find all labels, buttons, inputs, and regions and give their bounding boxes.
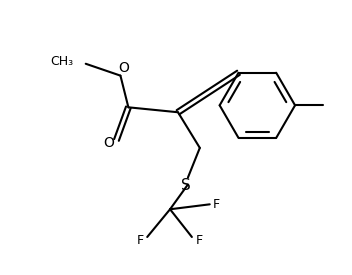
Text: F: F — [213, 198, 220, 211]
Text: F: F — [137, 235, 144, 248]
Text: S: S — [181, 178, 191, 193]
Text: CH₃: CH₃ — [51, 55, 74, 68]
Text: O: O — [118, 61, 129, 75]
Text: O: O — [103, 136, 114, 150]
Text: F: F — [195, 235, 202, 248]
